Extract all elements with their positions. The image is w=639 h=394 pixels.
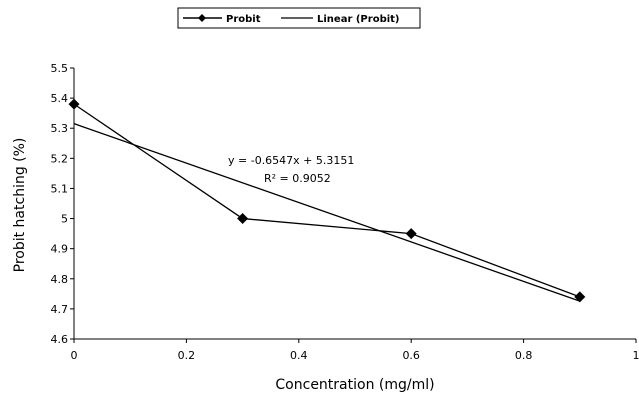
y-tick-label: 5.5: [51, 62, 69, 75]
trendline-r-squared: R² = 0.9052: [264, 172, 331, 185]
x-axis-ticks: 0 0.2 0.4 0.6 0.8 1: [71, 339, 639, 362]
probit-data-point: [69, 99, 80, 110]
x-tick-label: 0: [71, 349, 78, 362]
probit-markers: [69, 99, 586, 303]
y-tick-label: 5.4: [51, 92, 69, 105]
y-tick-label: 5: [61, 213, 68, 226]
x-tick-label: 0.6: [402, 349, 420, 362]
y-tick-label: 5.3: [51, 122, 69, 135]
y-tick-label: 5.2: [51, 152, 69, 165]
probit-data-point: [574, 291, 585, 302]
y-tick-label: 5.1: [51, 182, 69, 195]
x-tick-label: 0.2: [178, 349, 196, 362]
trendline: [74, 124, 580, 301]
y-tick-label: 4.6: [51, 333, 69, 346]
x-tick-label: 0.8: [515, 349, 533, 362]
y-tick-label: 4.7: [51, 303, 69, 316]
y-axis-title: Probit hatching (%): [12, 138, 28, 273]
y-tick-label: 4.8: [51, 273, 69, 286]
probit-series-line: [74, 104, 580, 297]
probit-data-point: [406, 228, 417, 239]
x-tick-label: 1: [633, 349, 639, 362]
probit-data-point: [237, 213, 248, 224]
legend: Probit Linear (Probit): [178, 8, 420, 28]
x-tick-label: 0.4: [290, 349, 308, 362]
trendline-equation: y = -0.6547x + 5.3151: [228, 154, 354, 167]
legend-probit-label: Probit: [226, 14, 261, 25]
legend-linear-label: Linear (Probit): [317, 14, 400, 25]
x-axis-title: Concentration (mg/ml): [275, 377, 434, 393]
y-tick-label: 4.9: [51, 243, 69, 256]
